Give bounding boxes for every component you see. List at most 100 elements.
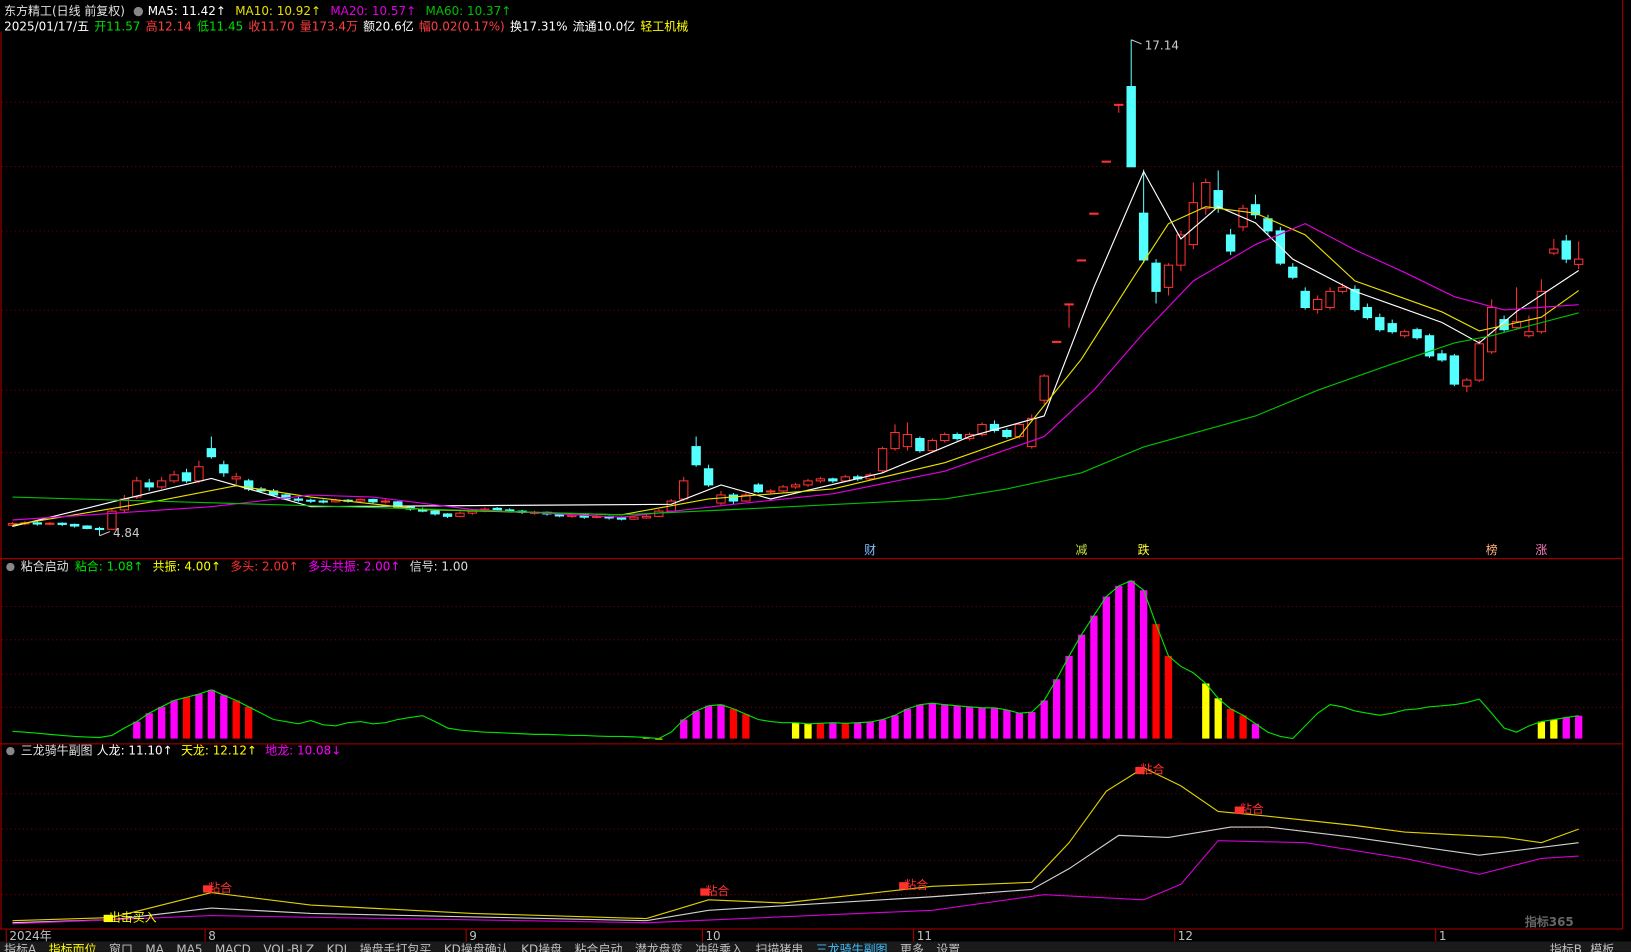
- tab[interactable]: 潜龙盘变: [635, 941, 683, 952]
- indicator-bar: [170, 700, 178, 739]
- tab[interactable]: MA: [145, 942, 164, 952]
- signal-marker: [899, 882, 909, 890]
- candle-body: [1213, 190, 1223, 209]
- ma-line: [12, 206, 1580, 526]
- candle-body: [1163, 264, 1174, 288]
- candle-body: [455, 512, 465, 517]
- tab[interactable]: MA5: [176, 942, 202, 952]
- candle-body: [741, 494, 751, 502]
- extreme-arrow: [99, 531, 111, 537]
- indicator-legend: 人龙: 11.10↑: [97, 744, 173, 758]
- indicator-bar: [1152, 624, 1160, 739]
- tab[interactable]: 指标B: [1550, 941, 1582, 952]
- tab[interactable]: KD操盘: [521, 941, 562, 952]
- candle-body: [840, 476, 850, 482]
- candle-body: [94, 527, 105, 531]
- indicator-bar: [182, 697, 191, 739]
- candle-body: [890, 431, 900, 450]
- x-tick-label: 2024年: [9, 929, 51, 943]
- indicator-bar: [1214, 698, 1222, 739]
- tab[interactable]: 冲段乘入: [695, 941, 743, 952]
- indicator-bar: [965, 706, 974, 739]
- stock-title: 东方精工(日线 前复权): [4, 3, 125, 18]
- tab[interactable]: 指标而位: [49, 941, 97, 952]
- signal-label: 粘合: [904, 877, 928, 892]
- candle-body: [790, 484, 801, 488]
- candle-body: [1573, 258, 1584, 265]
- candle-body: [1176, 234, 1186, 266]
- tab[interactable]: KD操盘确认: [444, 941, 509, 952]
- panel-icon[interactable]: [6, 562, 15, 572]
- tab[interactable]: 模板: [1590, 942, 1614, 952]
- indicator-bar: [1226, 708, 1235, 739]
- candle-body: [915, 438, 925, 452]
- tab[interactable]: MACD: [215, 942, 251, 952]
- indicator-bar: [829, 722, 837, 739]
- tab[interactable]: 更多: [900, 942, 924, 952]
- candle-body: [1536, 290, 1547, 333]
- indicator-bar: [990, 707, 999, 739]
- event-marker[interactable]: 涨: [1535, 542, 1547, 557]
- tab[interactable]: 指标A: [4, 941, 37, 952]
- candle-body: [828, 478, 838, 482]
- tab[interactable]: VOL-BLZ: [263, 942, 314, 952]
- indicator-bar: [891, 715, 899, 739]
- candle-body: [1250, 204, 1261, 216]
- dragon-line: [12, 826, 1579, 924]
- candle-body: [219, 464, 229, 474]
- quote-item: 轻工机械: [640, 19, 688, 34]
- indicator-bar: [232, 700, 240, 739]
- quote-item: 2025/01/17/五: [4, 20, 89, 34]
- indicator-bar: [903, 708, 912, 739]
- signal-marker: [203, 885, 213, 893]
- candle-body: [368, 498, 378, 503]
- candle-body: [1002, 429, 1012, 438]
- candle-body: [1437, 353, 1447, 361]
- indicator-bar: [1139, 590, 1148, 739]
- tab[interactable]: 三龙骑牛副图: [816, 941, 888, 952]
- candle-body: [902, 433, 913, 448]
- tab[interactable]: 扫描猪串: [755, 942, 803, 952]
- indicator-bar: [978, 707, 986, 739]
- signal-label: 粘合: [1141, 762, 1165, 777]
- signal-marker: [700, 888, 710, 896]
- tab[interactable]: 粘合启动: [575, 941, 623, 952]
- candle-body: [703, 468, 714, 486]
- panel-icon[interactable]: [6, 746, 15, 756]
- indicator-bar: [1077, 634, 1086, 739]
- signal-label: 粘合: [705, 883, 729, 898]
- candle-body: [1126, 86, 1136, 168]
- settings-icon[interactable]: [133, 6, 144, 17]
- event-marker[interactable]: 跌: [1138, 542, 1150, 557]
- candle-body: [1549, 248, 1559, 254]
- candle-body: [1101, 160, 1112, 163]
- candle-body: [1399, 331, 1410, 337]
- tab[interactable]: KDJ: [327, 942, 348, 952]
- tab[interactable]: 窗口: [109, 942, 133, 952]
- candle-body: [927, 440, 937, 452]
- candle-body: [492, 507, 502, 511]
- event-marker[interactable]: 减: [1075, 543, 1087, 557]
- event-marker[interactable]: 榜: [1486, 542, 1498, 557]
- indicator-bar: [1102, 596, 1110, 739]
- tab[interactable]: 设置: [936, 942, 960, 952]
- indicator-bar: [1239, 715, 1247, 739]
- candle-body: [132, 480, 142, 498]
- signal-label: 粘合: [208, 880, 232, 895]
- ma-line: [12, 170, 1579, 528]
- candle-body: [716, 494, 726, 504]
- candle-body: [1350, 288, 1360, 311]
- indicator-bar: [816, 723, 825, 739]
- signal-label: 出击买入: [109, 910, 157, 924]
- indicator-bar: [953, 705, 961, 739]
- event-marker[interactable]: 财: [864, 543, 876, 557]
- indicator-bar: [1015, 713, 1023, 739]
- candle-body: [1300, 290, 1310, 309]
- tab[interactable]: 操盘手打包买: [360, 941, 432, 952]
- indicator-bar: [704, 705, 713, 739]
- candle-body: [616, 517, 627, 520]
- indicator-line: [12, 579, 1579, 740]
- candle-body: [293, 498, 304, 501]
- candle-body: [691, 446, 701, 466]
- indicator-bar: [1550, 719, 1558, 739]
